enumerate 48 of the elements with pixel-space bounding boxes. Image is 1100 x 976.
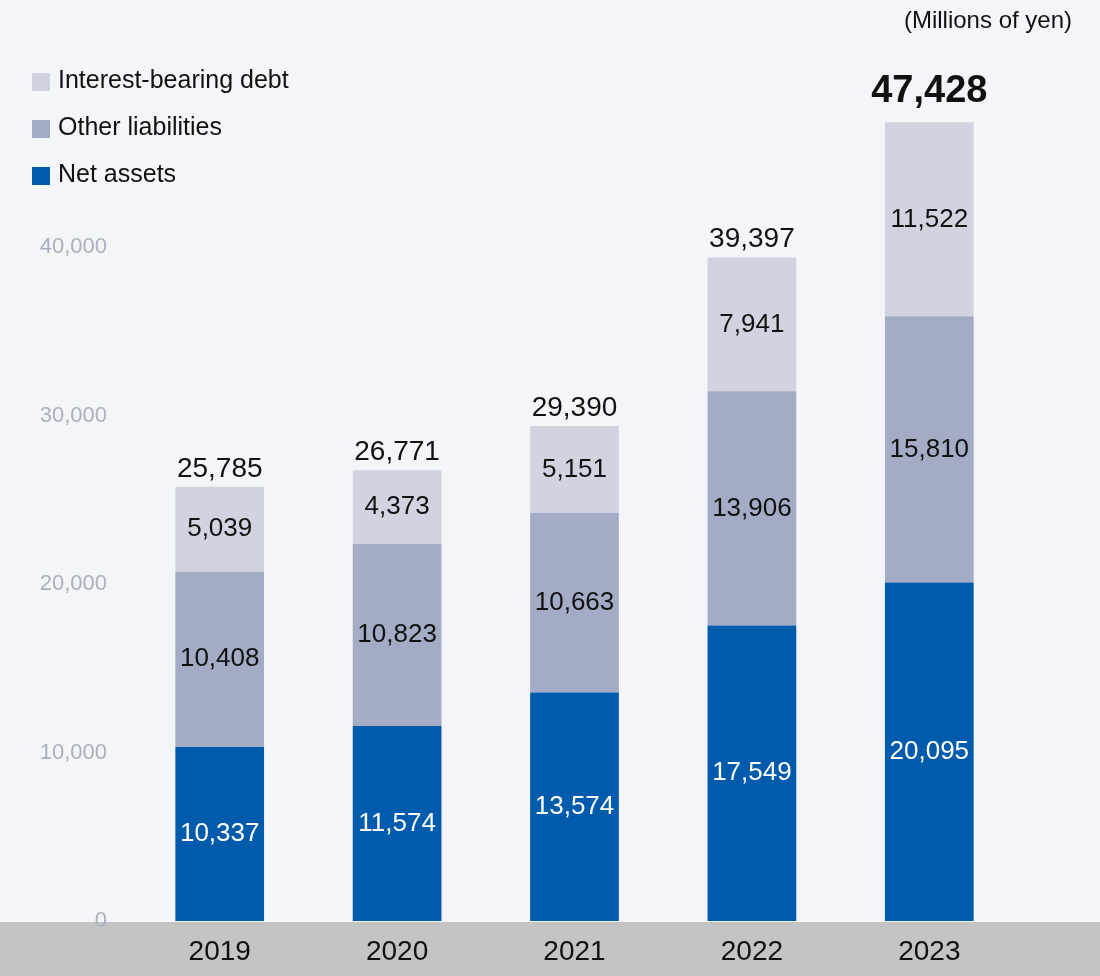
data-label: 13,574 [534,789,615,820]
legend-label: Other liabilities [58,112,222,141]
data-label: 10,823 [357,618,437,649]
x-tick-label: 2023 [898,934,961,966]
bar [175,571,265,747]
data-label: 4,373 [364,490,430,521]
x-tick-label: 2021 [543,934,606,966]
legend-label: Net assets [58,159,177,188]
total-label: 26,771 [354,434,440,466]
data-label: 17,549 [712,756,792,787]
y-tick-label: 20,000 [39,570,107,596]
bar [175,746,265,921]
data-label: 15,810 [889,432,970,463]
bar [352,470,442,544]
bar [352,543,442,727]
annotation: (Millions of yen) [903,6,1072,34]
bar [530,512,619,693]
bar [530,692,619,921]
data-label: 13,906 [712,491,792,522]
y-tick-label: 40,000 [39,233,107,259]
x-tick-label: 2020 [365,934,429,966]
data-label: 5,151 [541,452,608,483]
bar [884,582,974,921]
x-tick-label: 2019 [188,934,251,966]
bar [884,316,974,583]
bar [530,426,619,513]
data-label: 11,522 [890,202,969,233]
bar [707,625,797,921]
legend-label: Interest-bearing debt [58,65,289,94]
total-label: 25,785 [176,451,263,483]
bar [175,486,265,572]
data-label: 20,095 [889,734,970,765]
x-tick-label: 2022 [720,934,784,966]
data-label: 7,941 [719,307,785,338]
bar [352,726,442,921]
y-tick-label: 30,000 [39,401,107,427]
data-label: 5,039 [187,512,253,543]
bar [884,122,974,317]
y-tick-label: 10,000 [39,738,107,764]
total-label: 39,397 [709,222,795,254]
total-label: 29,390 [531,390,618,422]
data-label: 10,408 [179,642,260,673]
data-label: 11,574 [358,806,436,837]
bar [707,391,797,626]
data-label: 10,663 [534,585,615,616]
data-label: 10,337 [179,817,260,848]
bar [707,257,797,392]
total-label: 47,428 [871,67,988,110]
